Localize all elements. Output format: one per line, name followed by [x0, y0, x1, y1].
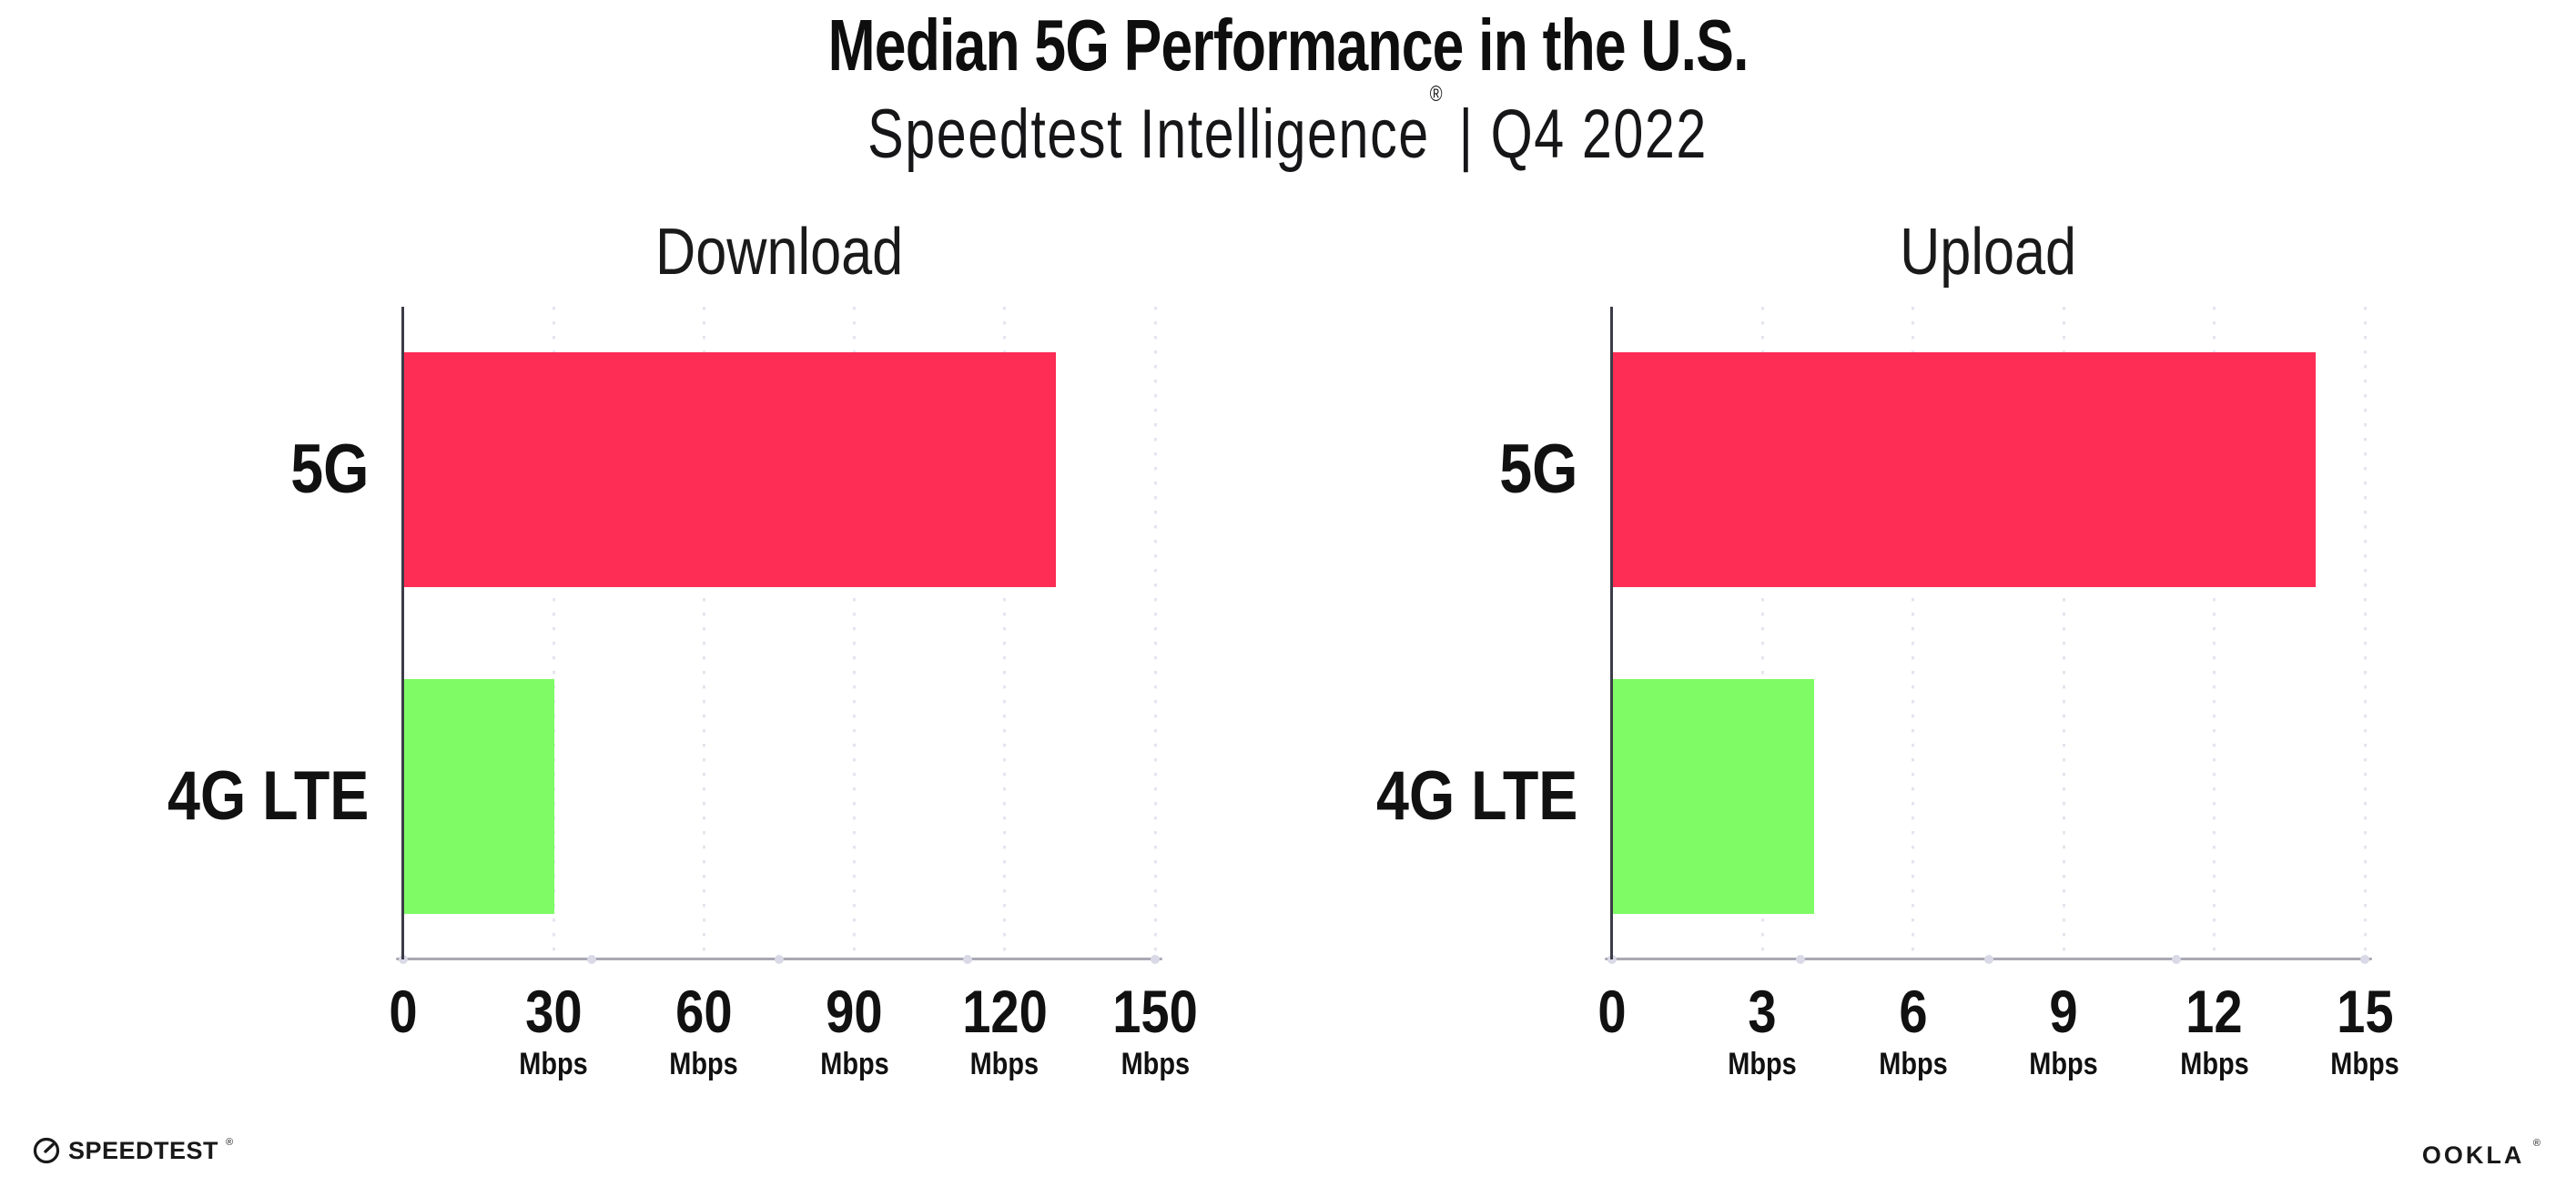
tick-value: 6 [1899, 978, 1928, 1045]
axis-dot [2172, 954, 2182, 964]
page-title: Median 5G Performance in the U.S. [0, 4, 2576, 87]
registered-mark: ® [1430, 81, 1444, 107]
gridline-9-mbps [2062, 307, 2065, 959]
x-tick-120-download: 120 Mbps [955, 981, 1055, 1081]
x-tick-60-download: 60 Mbps [664, 981, 745, 1081]
tick-unit: Mbps [2330, 1047, 2399, 1081]
speedtest-registered-mark: ® [226, 1137, 234, 1148]
download-x-axis-ticks: 0 30 Mbps 60 Mbps 90 Mbps 120 Mbps 150 Mbps [389, 981, 1197, 1118]
tick-value: 15 [2336, 978, 2394, 1045]
tick-value: 12 [2186, 978, 2243, 1045]
subtitle-brand: Speedtest Intelligence [867, 96, 1431, 173]
tick-value: 0 [1597, 978, 1627, 1045]
x-tick-12-upload: 12 Mbps [2174, 981, 2255, 1081]
x-tick-90-download: 90 Mbps [814, 981, 895, 1081]
category-label-4g-lte-download: 4G LTE [167, 756, 369, 835]
axis-dot [962, 954, 972, 964]
tick-value: 60 [675, 978, 733, 1045]
x-tick-9-upload: 9 Mbps [2023, 981, 2104, 1081]
axis-dot [1983, 954, 1993, 964]
upload-x-axis-ticks: 0 3 Mbps 6 Mbps 9 Mbps 12 Mbps 15 Mbps [1597, 981, 2399, 1118]
bar-4g-lte-download [404, 678, 555, 914]
page-title-text: Median 5G Performance in the U.S. [827, 5, 1749, 86]
page-subtitle-text: Speedtest Intelligence® | Q4 2022 [867, 83, 1709, 178]
bar-5g-download [404, 352, 1056, 588]
tick-value: 0 [389, 978, 418, 1045]
bar-4g-lte-upload [1613, 678, 1814, 914]
axis-dot [586, 954, 596, 964]
gridline-150-mbps [1153, 307, 1157, 959]
axis-dot [1795, 954, 1805, 964]
footer: SPEEDTEST ® OOKLA ® [32, 1134, 2543, 1180]
tick-value: 150 [1112, 978, 1198, 1045]
x-tick-15-upload: 15 Mbps [2325, 981, 2406, 1081]
upload-plot-area [1605, 307, 2372, 964]
axis-dot [775, 954, 784, 964]
gridline-3-mbps [1760, 307, 1764, 959]
gridline-120-mbps [1003, 307, 1007, 959]
tick-value: 30 [524, 978, 583, 1045]
x-tick-0-upload: 0 [1596, 981, 1629, 1041]
category-label-4g-lte-upload: 4G LTE [1375, 756, 1577, 835]
axis-dot [1151, 954, 1160, 964]
gridline-15-mbps [2363, 307, 2367, 959]
axis-dot [2360, 954, 2369, 964]
page-subtitle: Speedtest Intelligence® | Q4 2022 [0, 83, 2576, 178]
download-y-axis-spine [401, 307, 404, 959]
ookla-wordmark: OOKLA [2421, 1141, 2524, 1169]
tick-unit: Mbps [819, 1047, 889, 1081]
tick-value: 90 [826, 978, 883, 1045]
category-label-5g-upload: 5G [1498, 431, 1577, 509]
tick-value: 3 [1748, 978, 1777, 1045]
gridline-90-mbps [853, 307, 857, 959]
chart-title-upload: Upload [1900, 216, 2077, 289]
tick-value: 9 [2049, 978, 2078, 1045]
tick-unit: Mbps [669, 1047, 739, 1081]
x-tick-30-download: 30 Mbps [513, 981, 594, 1081]
x-tick-3-upload: 3 Mbps [1722, 981, 1803, 1081]
download-plot-area [396, 307, 1162, 964]
category-label-5g-download: 5G [289, 431, 369, 509]
bar-5g-upload [1613, 352, 2316, 588]
gridline-60-mbps [702, 307, 705, 959]
gridline-30-mbps [552, 307, 555, 959]
tick-unit: Mbps [1121, 1047, 1190, 1081]
tick-unit: Mbps [2179, 1047, 2249, 1081]
speedtest-wordmark: SPEEDTEST [68, 1136, 219, 1164]
x-tick-6-upload: 6 Mbps [1872, 981, 1953, 1081]
chart-title-download: Download [654, 216, 904, 289]
subtitle-period: | Q4 2022 [1443, 96, 1709, 173]
x-tick-0-download: 0 [387, 981, 421, 1041]
x-tick-150-download: 150 Mbps [1105, 981, 1205, 1081]
tick-unit: Mbps [1879, 1047, 1948, 1081]
ookla-logo: OOKLA ® [2421, 1138, 2543, 1170]
tick-unit: Mbps [519, 1047, 588, 1081]
gridline-6-mbps [1912, 307, 1915, 959]
ookla-registered-mark: ® [2532, 1138, 2543, 1149]
upload-y-axis-spine [1610, 307, 1613, 959]
tick-unit: Mbps [1728, 1047, 1798, 1081]
tick-unit: Mbps [2029, 1047, 2098, 1081]
speedtest-logo: SPEEDTEST ® [32, 1136, 233, 1165]
gridline-12-mbps [2213, 307, 2216, 959]
tick-value: 120 [961, 978, 1048, 1045]
gauge-icon [33, 1137, 60, 1164]
tick-unit: Mbps [970, 1047, 1040, 1081]
